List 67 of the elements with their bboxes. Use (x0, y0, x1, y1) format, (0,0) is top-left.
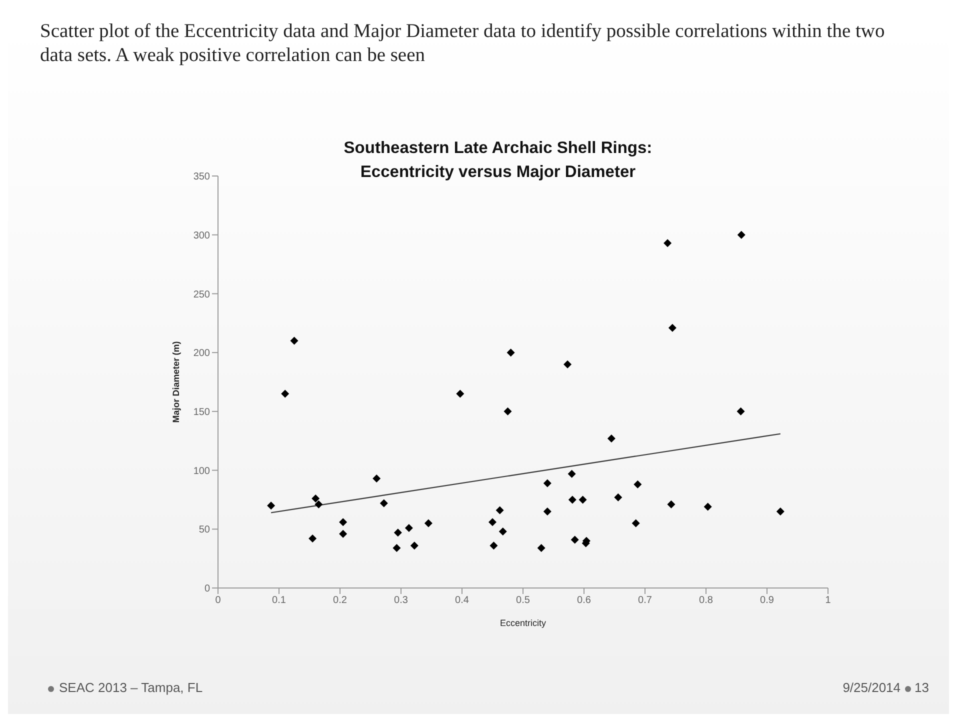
point (632, 519, 640, 528)
x-tick-label: 0.7 (638, 595, 652, 606)
y-tick-label: 350 (193, 172, 210, 183)
y-tick-label: 0 (204, 584, 210, 595)
text: SEAC 2013 – Tampa, FL (58, 680, 203, 695)
point (290, 336, 298, 345)
point (614, 493, 622, 502)
x-tick-label: 0.9 (760, 595, 774, 606)
point (308, 534, 317, 543)
x-tick-label: 1 (825, 595, 832, 606)
y-tick-label: 100 (193, 466, 210, 477)
point (394, 528, 402, 537)
y-tick-label: 250 (193, 289, 210, 300)
y-tick-label: 150 (193, 406, 210, 418)
point (504, 407, 512, 416)
point (339, 518, 348, 526)
point (668, 324, 676, 332)
point (570, 536, 579, 544)
point (664, 239, 672, 248)
point (704, 502, 712, 511)
x-tick-label: 0.5 (516, 595, 530, 606)
chart-title: Southeastern Late Archaic Shell Rings: Eccentricity versus Major Diameter (342, 138, 654, 183)
point (568, 470, 576, 478)
point (506, 348, 515, 357)
x-tick-label: 0.8 (699, 595, 714, 606)
point (267, 502, 276, 510)
point (392, 544, 401, 552)
point (314, 500, 323, 508)
point (410, 542, 418, 550)
y-tick-label: 50 (198, 524, 210, 536)
x-tick-label: 0.4 (455, 595, 470, 606)
point (537, 544, 546, 552)
x-tick-label: 0.2 (333, 595, 348, 606)
x-tick-label: 0 (215, 595, 222, 606)
x-tick-label: 0.1 (272, 595, 286, 606)
point (380, 499, 388, 508)
point (496, 506, 504, 514)
point (488, 518, 496, 526)
point (281, 390, 290, 398)
point (424, 519, 432, 528)
y-tick-label: 300 (193, 230, 210, 242)
x-tick-label: 0.3 (394, 595, 408, 606)
point (498, 527, 507, 536)
text: 9/25/2014 (842, 680, 901, 695)
point (776, 507, 784, 516)
point (578, 496, 587, 504)
point (490, 542, 498, 550)
point (737, 230, 746, 239)
text: 13 (914, 680, 929, 695)
chart-subtitle: Scatter plot of the Eccentricity data and Major Diameter data to identify possible correlations within the two data sets. A weak positive correlation can be seen (40, 20, 886, 68)
point (568, 496, 576, 504)
x-tick-label: 0.6 (577, 595, 592, 606)
y-tick-label: 200 (193, 348, 210, 360)
point (667, 500, 676, 508)
point (607, 434, 616, 443)
point (456, 390, 464, 398)
point (736, 407, 745, 416)
point (543, 479, 552, 488)
y-axis-title: Major Diameter (m) (171, 341, 182, 423)
point (543, 507, 552, 516)
point (312, 494, 320, 503)
point (339, 530, 348, 538)
point (404, 524, 413, 532)
point (372, 474, 381, 483)
point (564, 360, 572, 368)
x-axis-title: Eccentricity (500, 618, 547, 628)
point (634, 480, 642, 488)
